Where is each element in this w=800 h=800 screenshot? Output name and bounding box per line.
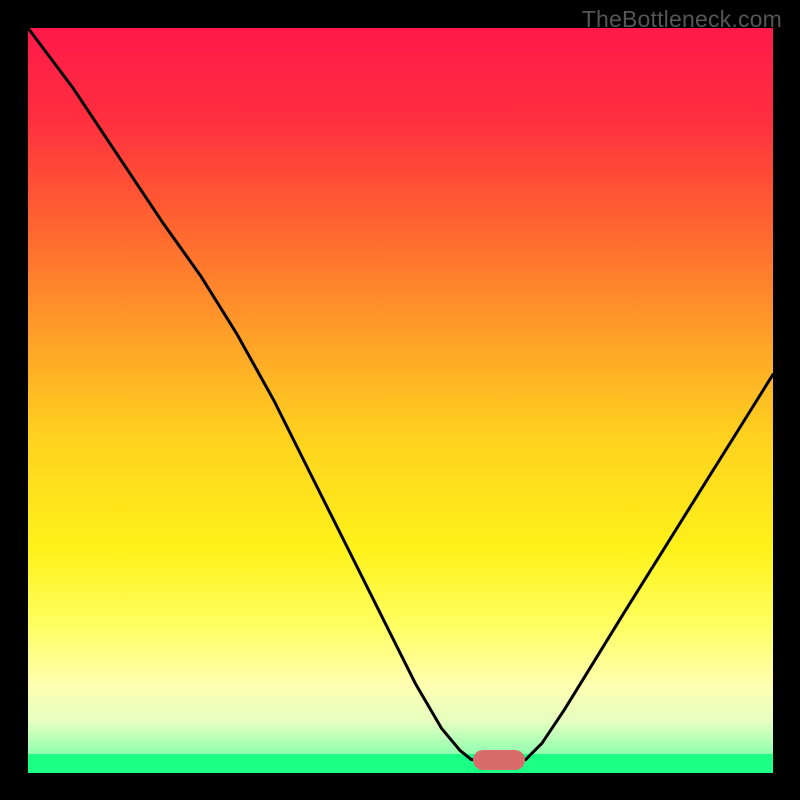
bottleneck-curve xyxy=(28,28,773,773)
optimal-marker xyxy=(473,750,525,770)
plot-area xyxy=(28,28,773,773)
chart-container: TheBottleneck.com xyxy=(0,0,800,800)
